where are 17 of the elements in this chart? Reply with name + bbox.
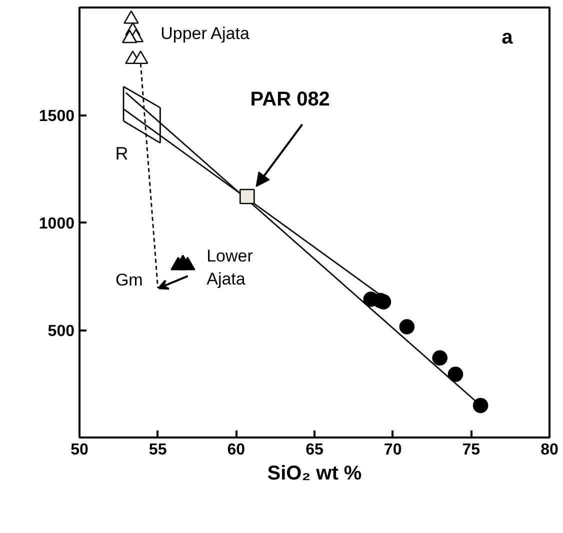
y-tick-label: 1000	[38, 216, 75, 232]
x-tick-label: 55	[148, 442, 167, 458]
x-axis-title: SiO₂ wt %	[267, 462, 362, 484]
x-tick-label: 80	[540, 442, 558, 458]
annotation: PAR 082	[250, 88, 330, 110]
annotation: Upper Ajata	[160, 24, 250, 43]
x-tick-label: 65	[306, 442, 324, 458]
y-tick-label: 500	[48, 323, 75, 340]
y-tick-label: 1500	[38, 108, 75, 125]
annotation: Lower Ajata	[206, 246, 254, 288]
x-tick-label: 70	[384, 442, 402, 458]
annotation: a	[502, 26, 514, 49]
x-tick-label: 60	[227, 442, 246, 458]
annotation: R	[115, 144, 128, 164]
annotation: Gm	[115, 270, 143, 290]
x-tick-label: 75	[462, 442, 480, 458]
x-tick-label: 50	[70, 442, 88, 458]
